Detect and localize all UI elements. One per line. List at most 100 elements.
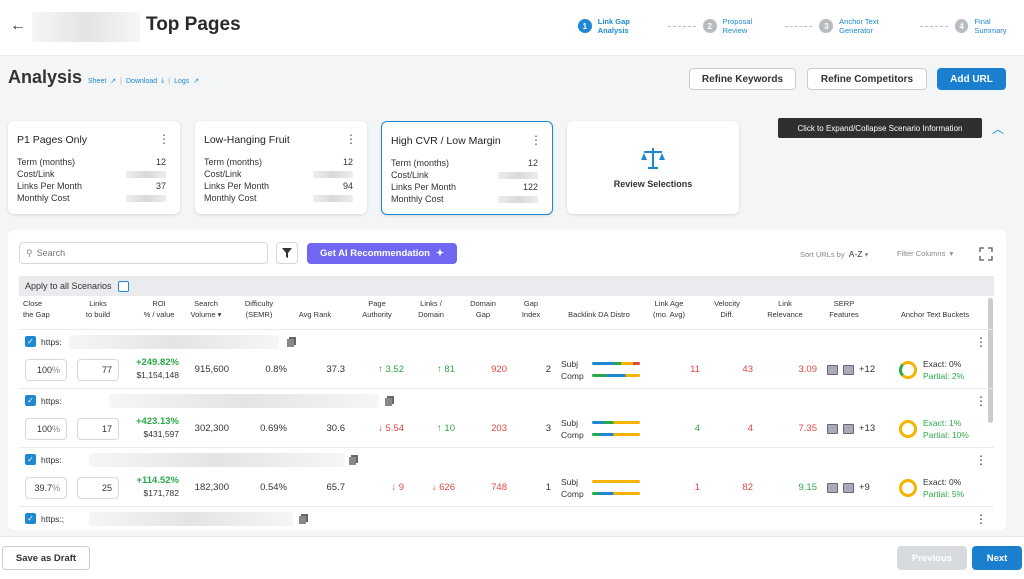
url-redacted — [69, 335, 279, 349]
relevance-cell: 7.35 — [798, 423, 818, 434]
review-selections-card[interactable]: Review Selections — [567, 121, 739, 214]
th-domain-gap[interactable]: Domain Gap — [470, 299, 496, 319]
next-button[interactable]: Next — [972, 546, 1022, 570]
logs-link[interactable]: Logs — [174, 77, 190, 85]
avg-rank-cell: 37.3 — [326, 364, 346, 375]
row-kebab-icon[interactable]: ⋮ — [975, 335, 987, 349]
th-anchor[interactable]: Anchor Text Buckets — [900, 310, 970, 319]
th-close-gap[interactable]: Close the Gap — [23, 299, 50, 319]
th-velocity[interactable]: Velocity Diff. — [714, 299, 740, 319]
copy-icon[interactable] — [349, 455, 358, 465]
links-to-build-input[interactable]: 77 — [77, 359, 119, 381]
search-box[interactable]: ⚲ — [19, 242, 268, 264]
th-relevance[interactable]: Link Relevance — [767, 299, 803, 319]
copy-icon[interactable] — [385, 396, 394, 406]
row-kebab-icon[interactable]: ⋮ — [975, 512, 987, 526]
th-serp[interactable]: SERP Features — [829, 299, 859, 319]
row-checkbox[interactable]: ✓ — [25, 336, 36, 347]
kebab-menu-icon[interactable]: ⋮ — [530, 133, 542, 147]
scenario-card-low-hanging[interactable]: Low-Hanging Fruit ⋮ Term (months) 12 Cost… — [195, 121, 367, 214]
gallery-icon — [843, 482, 854, 493]
links-to-build-input[interactable]: 17 — [77, 418, 119, 440]
row-url[interactable]: https: — [41, 455, 62, 465]
scenario-card-p1[interactable]: P1 Pages Only ⋮ Term (months) 12 Cost/Lin… — [8, 121, 180, 214]
search-icon: ⚲ — [26, 247, 33, 258]
th-avg-rank[interactable]: Avg Rank — [298, 310, 332, 319]
velocity-cell: 4 — [747, 423, 753, 434]
subj-bar — [592, 480, 640, 483]
refine-keywords-button[interactable]: Refine Keywords — [689, 68, 796, 90]
redacted-value — [126, 170, 166, 178]
row-checkbox[interactable]: ✓ — [25, 513, 36, 524]
expand-icon[interactable] — [979, 247, 993, 261]
th-links-domain[interactable]: Links / Domain — [418, 299, 444, 319]
filter-columns-dropdown[interactable]: Filter Columns ▾ — [897, 249, 954, 258]
backlink-distro-cell: Subj Comp — [561, 418, 584, 440]
ai-recommendation-button[interactable]: Get AI Recommendation ✦ — [307, 243, 457, 264]
gallery-icon — [843, 423, 854, 434]
row-url[interactable]: https: — [41, 396, 62, 406]
links-to-build-input[interactable]: 25 — [77, 477, 119, 499]
kebab-menu-icon[interactable]: ⋮ — [345, 132, 357, 146]
top-bar: ← Top Pages 1 Link Gap Analysis 2 Proposal… — [0, 0, 1024, 56]
external-link-icon: ↗ — [193, 78, 200, 85]
refine-competitors-button[interactable]: Refine Competitors — [807, 68, 927, 90]
step-link-gap-analysis[interactable]: 1 Link Gap Analysis — [578, 17, 661, 35]
step-final-summary[interactable]: 4 Final Summary — [954, 17, 1024, 35]
chevron-up-icon[interactable]: ︿ — [991, 121, 1004, 136]
previous-button[interactable]: Previous — [897, 546, 967, 570]
th-page-authority[interactable]: Page Authority — [362, 299, 392, 319]
row-url[interactable]: https: — [41, 337, 62, 347]
relevance-cell: 9.15 — [798, 482, 818, 493]
th-link-age[interactable]: Link Age (mo. Avg) — [653, 299, 685, 319]
backlink-distro-cell: Subj Comp — [561, 359, 584, 381]
row-checkbox[interactable]: ✓ — [25, 395, 36, 406]
close-gap-input[interactable]: 100% — [25, 418, 67, 440]
download-icon: ⤓ — [161, 77, 165, 84]
sort-control[interactable]: Sort URLs by A-Z ▾ — [800, 249, 869, 259]
table-scrollbar[interactable] — [988, 298, 993, 423]
arrow-down-icon: ↓ — [431, 482, 437, 493]
difficulty-cell: 0.54% — [260, 482, 287, 493]
scenario-card-high-cvr[interactable]: High CVR / Low Margin ⋮ Term (months) 12 … — [381, 121, 553, 215]
th-gap-index[interactable]: Gap Index — [521, 299, 541, 319]
step-anchor-text-generator[interactable]: 3 Anchor Text Generator — [819, 17, 913, 35]
roi-cell: +249.82% $1,154,148 — [135, 357, 179, 380]
download-link[interactable]: Download — [126, 77, 158, 85]
arrow-down-icon: ↓ — [391, 482, 397, 493]
subj-bar — [592, 421, 640, 424]
step-proposal-review[interactable]: 2 Proposal Review — [702, 17, 778, 35]
links-domain-cell: ↑ 81 — [437, 364, 455, 375]
analysis-links: Sheet ↗ | Download ⤓ | Logs ↗ — [88, 77, 200, 85]
back-arrow-icon[interactable]: ← — [10, 17, 26, 34]
th-difficulty[interactable]: Difficulty (SEMR) — [244, 299, 274, 319]
th-backlink-distro[interactable]: Backlink DA Distro — [568, 310, 630, 319]
arrow-up-icon: ↑ — [437, 364, 442, 375]
anchor-buckets-cell: Exact: 0% Partial: 5% — [899, 476, 964, 500]
domain-gap-cell: 920 — [491, 364, 507, 375]
serp-features-cell: +13 — [827, 423, 875, 434]
row-url[interactable]: https:; — [41, 514, 65, 524]
filter-button[interactable] — [276, 242, 298, 264]
copy-icon[interactable] — [287, 337, 296, 347]
scale-icon — [641, 148, 665, 169]
page-title: Top Pages — [146, 14, 241, 35]
apply-all-checkbox[interactable] — [117, 280, 129, 292]
add-url-button[interactable]: Add URL — [937, 68, 1006, 90]
search-input[interactable] — [36, 248, 237, 258]
kebab-menu-icon[interactable]: ⋮ — [158, 132, 170, 146]
sheet-link[interactable]: Sheet — [88, 77, 107, 85]
th-roi[interactable]: ROI% / value — [143, 299, 175, 319]
anchor-buckets-cell: Exact: 1% Partial: 10% — [899, 417, 969, 441]
save-as-draft-button[interactable]: Save as Draft — [2, 546, 90, 570]
row-kebab-icon[interactable]: ⋮ — [975, 453, 987, 467]
th-search-volume[interactable]: Search Volume ▾ — [190, 299, 222, 319]
row-kebab-icon[interactable]: ⋮ — [975, 394, 987, 408]
link-age-cell: 4 — [694, 423, 700, 434]
close-gap-input[interactable]: 100% — [25, 359, 67, 381]
domain-gap-cell: 203 — [491, 423, 507, 434]
row-checkbox[interactable]: ✓ — [25, 454, 36, 465]
close-gap-input[interactable]: 39.7% — [25, 477, 67, 499]
copy-icon[interactable] — [299, 514, 308, 524]
th-links-build[interactable]: Links to build — [85, 299, 111, 319]
